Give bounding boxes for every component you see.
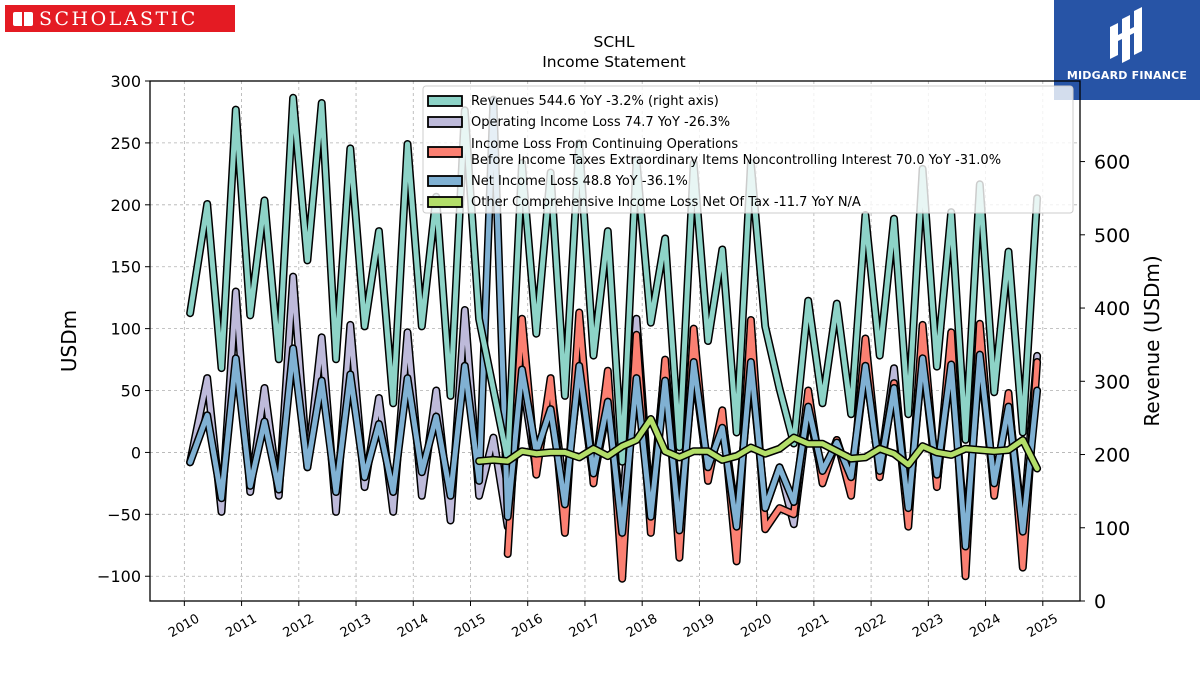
legend-swatch-pretax (427, 146, 463, 158)
x-tick-label: 2015 (452, 611, 488, 641)
x-tick-label: 2022 (853, 611, 889, 641)
legend-swatch-revenues (427, 95, 463, 107)
x-tick-label: 2021 (796, 611, 832, 641)
legend-swatch-operating (427, 116, 463, 128)
legend-swatch-oci (427, 196, 463, 208)
series-revenues (186, 93, 1042, 466)
x-tick-label: 2025 (1025, 611, 1061, 641)
x-tick-label: 2014 (395, 611, 431, 641)
x-tick-label: 2020 (738, 611, 774, 641)
left-tick-label: 50 (121, 382, 141, 401)
legend-label-line: Before Income Taxes Extraordinary Items … (471, 153, 1001, 168)
y-axis-label: USDm (57, 310, 81, 372)
x-tick-label: 2013 (338, 611, 374, 641)
legend-box (422, 85, 1074, 214)
legend-label-pretax: Income Loss From Continuing Operations Be… (471, 137, 1001, 168)
legend: Revenues 544.6 YoY -3.2% (right axis) Ope… (422, 85, 1074, 214)
x-tick-label: 2010 (166, 611, 202, 641)
left-tick-label: 250 (110, 134, 141, 153)
x-tick-label: 2016 (510, 611, 546, 641)
book-icon (13, 11, 33, 26)
series-oci (475, 415, 1042, 473)
x-tick-label: 2023 (910, 611, 946, 641)
x-tick-label: 2024 (967, 611, 1003, 641)
series-layer (186, 93, 1042, 583)
right-tick-label: 0 (1094, 591, 1106, 613)
series-oci-line (476, 416, 1040, 471)
legend-swatch-net (427, 175, 463, 187)
series-net (186, 95, 1042, 551)
x-tick-label: 2018 (624, 611, 660, 641)
midgard-emblem-icon (1110, 7, 1142, 63)
right-tick-label: 500 (1094, 225, 1130, 247)
legend-label-revenues: Revenues 544.6 YoY -3.2% (right axis) (471, 94, 719, 109)
left-tick-label: −100 (97, 567, 141, 586)
right-tick-label: 100 (1094, 518, 1130, 540)
midgard-finance-name: MIDGARD FINANCE (1066, 69, 1188, 82)
left-tick-label: 150 (110, 258, 141, 277)
chart-title: SCHL (594, 33, 635, 51)
y-axis-right-label: Revenue (USDm) (1140, 255, 1164, 426)
x-tick-label: 2017 (567, 611, 603, 641)
right-tick-label: 300 (1094, 371, 1130, 393)
legend-label-net: Net Income Loss 48.8 YoY -36.1% (471, 174, 688, 189)
plot-frame (149, 80, 1081, 602)
x-tick-label: 2011 (223, 611, 259, 641)
x-tick-label: 2012 (281, 611, 317, 641)
scholastic-logo: SCHOLASTIC (5, 5, 235, 32)
x-tick-label: 2019 (681, 611, 717, 641)
left-tick-label: 200 (110, 196, 141, 215)
series-net-line (187, 97, 1040, 549)
left-tick-label: −50 (107, 505, 141, 524)
legend-label-line: Income Loss From Continuing Operations (471, 137, 738, 152)
left-tick-label: 300 (110, 72, 141, 91)
midgard-finance-logo: MIDGARD FINANCE (1054, 0, 1200, 100)
right-tick-label: 400 (1094, 298, 1130, 320)
right-axis-ticks: 0 100 200 300 400 500 600 (1080, 152, 1130, 613)
left-tick-label: 0 (131, 443, 141, 462)
left-axis-ticks: −100 −50 0 50 100 150 200 250 300 (97, 72, 150, 586)
right-tick-label: 600 (1094, 152, 1130, 174)
series-revenues-line (187, 95, 1040, 465)
left-tick-label: 100 (110, 320, 141, 339)
legend-label-oci: Other Comprehensive Income Loss Net Of T… (471, 195, 861, 210)
right-tick-label: 200 (1094, 445, 1130, 467)
scholastic-logo-text: SCHOLASTIC (39, 7, 198, 30)
legend-label-operating: Operating Income Loss 74.7 YoY -26.3% (471, 115, 730, 130)
x-axis-ticks: 2010 2011 2012 2013 2014 2015 2016 2017 2018 2019… (166, 601, 1061, 641)
chart-subtitle: Income Statement (542, 53, 686, 71)
